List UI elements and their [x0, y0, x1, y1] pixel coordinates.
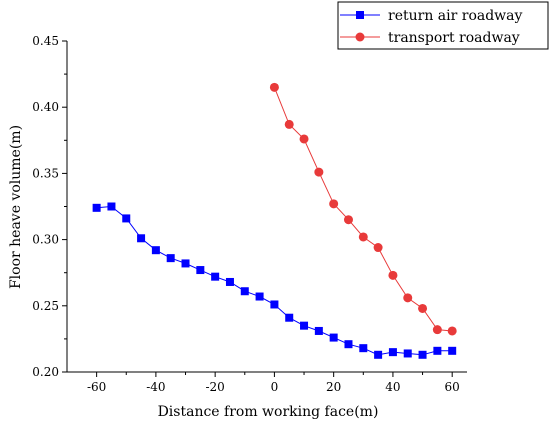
x-tick-label: 0 — [271, 380, 279, 394]
legend: return air roadway transport roadway — [337, 1, 549, 50]
data-point-return-air-roadway — [374, 350, 383, 359]
data-point-transport-roadway — [329, 199, 339, 209]
data-point-transport-roadway — [388, 270, 398, 280]
data-point-transport-roadway — [343, 215, 353, 225]
data-point-return-air-roadway — [211, 272, 220, 281]
legend-box — [337, 1, 549, 50]
x-tick-label: -40 — [146, 380, 165, 394]
data-point-return-air-roadway — [92, 203, 101, 212]
y-tick-label: 0.40 — [32, 100, 59, 114]
x-tick-label: 60 — [445, 380, 460, 394]
data-point-return-air-roadway — [433, 346, 442, 355]
legend-label-return-air-roadway: return air roadway — [388, 8, 523, 24]
data-point-return-air-roadway — [122, 214, 131, 223]
data-point-transport-roadway — [418, 303, 428, 313]
data-point-transport-roadway — [432, 325, 442, 335]
data-point-return-air-roadway — [137, 234, 146, 243]
data-point-transport-roadway — [447, 326, 457, 336]
data-point-return-air-roadway — [107, 202, 116, 211]
y-tick-label: 0.20 — [32, 365, 59, 379]
y-tick-label: 0.35 — [32, 166, 59, 180]
data-point-return-air-roadway — [181, 259, 190, 268]
x-tick-label: -20 — [205, 380, 224, 394]
ticks: -60 -40 -20 0 20 40 60 0.20 0.25 0.30 0.35 0.40 0.45 — [32, 34, 460, 394]
data-point-transport-roadway — [269, 82, 279, 92]
data-point-return-air-roadway — [270, 300, 279, 309]
x-tick-label: 40 — [385, 380, 400, 394]
axes — [66, 41, 467, 373]
legend-marker-transport-roadway — [355, 32, 365, 42]
data-point-transport-roadway — [284, 119, 294, 129]
data-point-return-air-roadway — [240, 287, 249, 296]
legend-label-transport-roadway: transport roadway — [388, 30, 520, 46]
y-axis-label: Floor heave volume(m) — [8, 125, 24, 289]
data-point-transport-roadway — [403, 293, 413, 303]
data-point-return-air-roadway — [314, 326, 323, 335]
data-point-return-air-roadway — [300, 321, 309, 330]
data-point-transport-roadway — [358, 232, 368, 242]
data-point-return-air-roadway — [344, 340, 353, 349]
data-point-return-air-roadway — [225, 277, 234, 286]
series-layer — [92, 82, 457, 359]
data-point-transport-roadway — [373, 243, 383, 253]
data-point-return-air-roadway — [285, 313, 294, 322]
data-point-transport-roadway — [299, 134, 309, 144]
data-point-return-air-roadway — [151, 246, 160, 255]
data-point-return-air-roadway — [418, 350, 427, 359]
y-tick-label: 0.25 — [32, 299, 59, 313]
data-point-return-air-roadway — [403, 349, 412, 358]
data-point-return-air-roadway — [329, 333, 338, 342]
x-tick-label: -60 — [87, 380, 106, 394]
x-tick-label: 20 — [326, 380, 341, 394]
series-line-return-air-roadway — [96, 205, 453, 356]
x-axis-label: Distance from working face(m) — [158, 404, 379, 420]
series-line-transport-roadway — [273, 87, 453, 332]
data-point-return-air-roadway — [196, 266, 205, 275]
y-tick-label: 0.30 — [32, 233, 59, 247]
data-point-transport-roadway — [314, 167, 324, 177]
data-point-return-air-roadway — [255, 292, 264, 301]
data-point-return-air-roadway — [388, 348, 397, 357]
data-point-return-air-roadway — [448, 346, 457, 355]
data-point-return-air-roadway — [166, 254, 175, 263]
legend-marker-return-air-roadway — [356, 11, 364, 19]
y-tick-label: 0.45 — [32, 34, 59, 48]
data-point-return-air-roadway — [359, 344, 368, 353]
